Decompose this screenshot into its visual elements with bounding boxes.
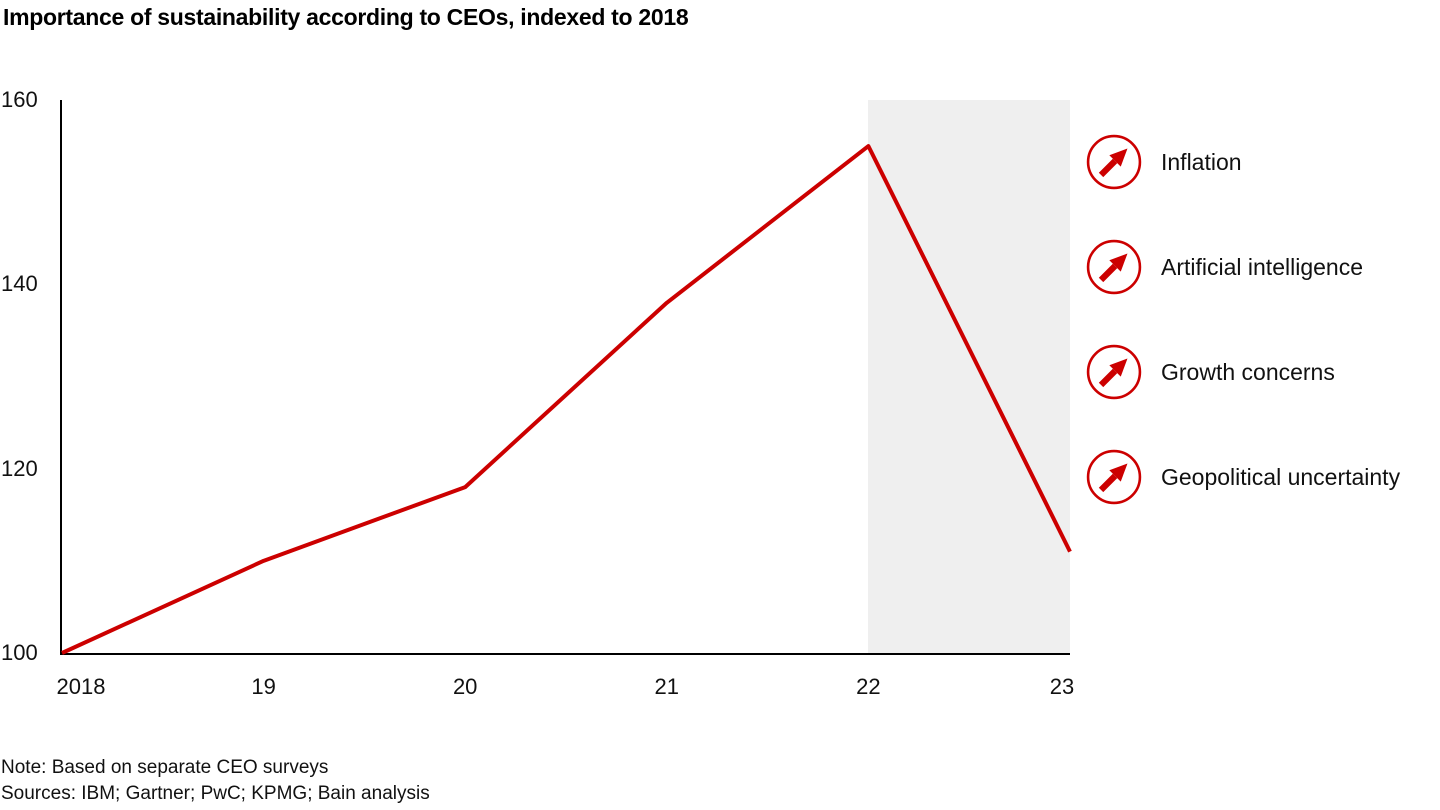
x-axis-tick-label: 21: [654, 674, 680, 699]
x-axis-tick-label: 23: [1049, 674, 1075, 699]
plot-area: [60, 100, 1072, 655]
legend-item-label: Geopolitical uncertainty: [1161, 463, 1401, 490]
arrow-up-right-icon: [1086, 344, 1142, 400]
x-axis-tick-label: 20: [452, 674, 478, 699]
footnotes: Note: Based on separate CEO surveys Sour…: [1, 755, 430, 807]
arrow-up-right-icon: [1086, 134, 1142, 190]
y-axis-tick-label: 140: [1, 271, 38, 297]
x-axis-tick-label: 22: [856, 674, 881, 699]
x-axis-tick-label: 2018: [56, 674, 106, 699]
annotation-legend: Inflation Artificial intelligence Growth…: [1086, 134, 1400, 554]
chart-title: Importance of sustainability according t…: [3, 4, 689, 30]
sustainability-index-line: [61, 144, 1072, 655]
note-text: Note: Based on separate CEO surveys: [1, 757, 329, 778]
x-axis-tick-label: 19: [251, 674, 276, 699]
legend-item-label: Inflation: [1161, 148, 1242, 175]
y-axis-tick-label: 160: [1, 87, 38, 112]
line-series-path: [61, 144, 1072, 655]
y-axis-tick-label: 100: [1, 640, 38, 665]
legend-item-label: Artificial intelligence: [1161, 253, 1363, 280]
sources-text: Sources: IBM; Gartner; PwC; KPMG; Bain a…: [1, 783, 430, 804]
legend-item-growth-concerns: Growth concerns: [1086, 344, 1400, 400]
y-axis-tick-label: 120: [1, 455, 38, 481]
legend-item-geopolitical-uncertainty: Geopolitical uncertainty: [1086, 449, 1400, 505]
arrow-up-right-icon: [1086, 449, 1142, 505]
legend-item-inflation: Inflation: [1086, 134, 1400, 190]
legend-item-label: Growth concerns: [1161, 358, 1335, 385]
arrow-up-right-icon: [1086, 239, 1142, 295]
legend-item-artificial-intelligence: Artificial intelligence: [1086, 239, 1400, 295]
highlight-band-2022-2023: [868, 100, 1070, 653]
